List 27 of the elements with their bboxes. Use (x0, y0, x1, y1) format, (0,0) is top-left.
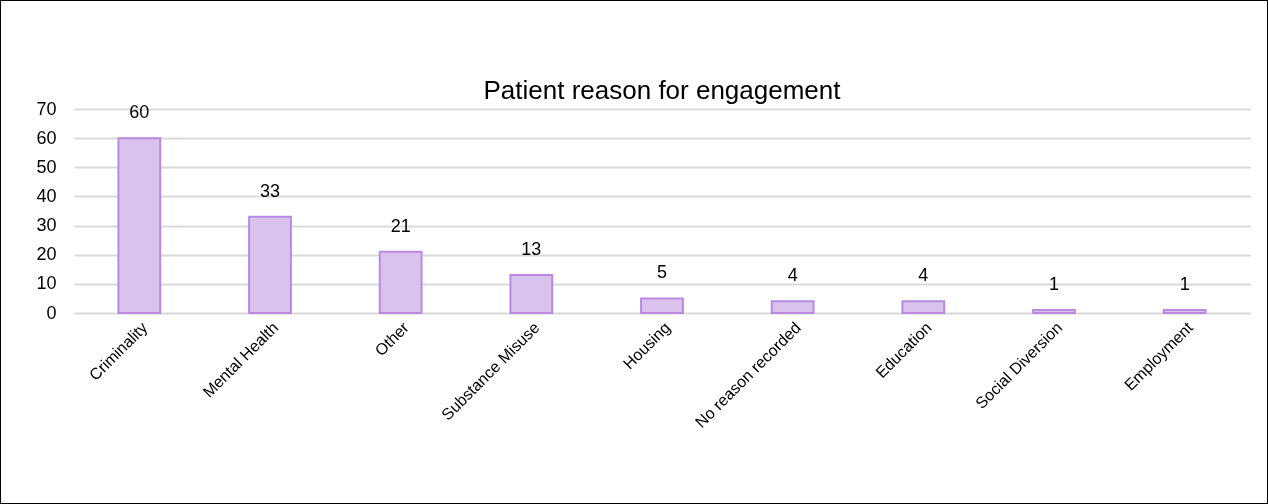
y-tick-label: 40 (36, 185, 57, 206)
data-label: 4 (787, 265, 798, 286)
data-label: 5 (656, 262, 668, 283)
bar (378, 250, 423, 314)
y-tick-label: 0 (46, 302, 57, 323)
bar (1162, 309, 1207, 314)
y-tick-label: 30 (36, 215, 57, 236)
data-label: 1 (1179, 274, 1190, 295)
y-tick-label: 60 (36, 127, 57, 148)
bar (901, 300, 946, 314)
y-tick-label: 10 (36, 273, 57, 294)
chart-title: Patient reason for engagement (483, 75, 842, 105)
y-tick-label: 50 (36, 156, 57, 177)
bar (1032, 309, 1076, 314)
y-tick-label: 70 (36, 98, 57, 119)
bar (117, 137, 162, 314)
data-label: 33 (259, 180, 281, 201)
data-label: 60 (129, 102, 150, 123)
bar (248, 215, 292, 314)
data-label: 13 (521, 239, 542, 260)
data-label: 1 (1048, 274, 1060, 295)
bar (770, 300, 815, 314)
data-label: 21 (390, 215, 411, 236)
bar (509, 274, 554, 314)
data-label: 4 (918, 265, 929, 286)
y-tick-label: 20 (36, 244, 57, 265)
bar (640, 297, 684, 314)
